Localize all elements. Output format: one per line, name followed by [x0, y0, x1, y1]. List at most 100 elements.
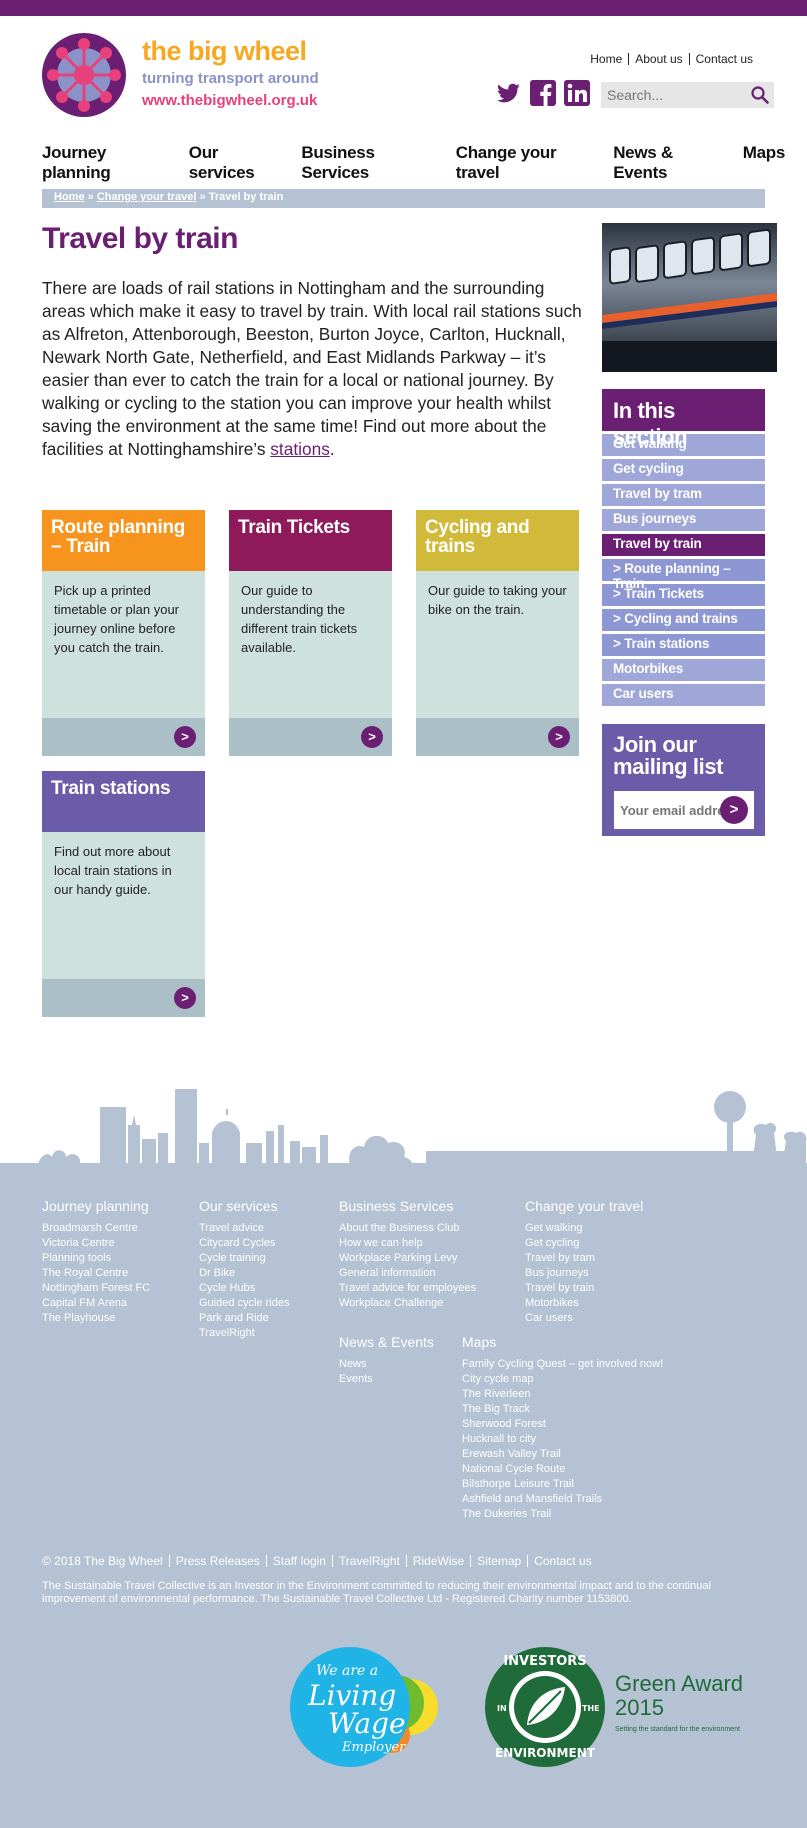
- footer-link[interactable]: News: [339, 1358, 367, 1370]
- footer-link[interactable]: Dr Bike: [199, 1267, 236, 1279]
- footer-link[interactable]: Car users: [525, 1312, 573, 1324]
- footer-link[interactable]: Events: [339, 1373, 373, 1385]
- section-item-get-walking[interactable]: Get walking: [602, 434, 765, 456]
- section-item-travel-by-train[interactable]: Travel by train: [602, 534, 765, 556]
- footer-heading[interactable]: Maps: [462, 1334, 497, 1350]
- nav-our-services[interactable]: Our services: [188, 143, 255, 182]
- footer-link[interactable]: Hucknall to city: [462, 1433, 536, 1445]
- nav-change-your-travel[interactable]: Change your travel: [455, 143, 557, 182]
- investors-in-environment-logo[interactable]: INVESTORS IN THE ENVIRONMENT Green Award…: [485, 1645, 750, 1770]
- footer-link[interactable]: Travel advice: [199, 1222, 265, 1234]
- search-icon[interactable]: [750, 85, 770, 105]
- footer-link[interactable]: The Riverleen: [462, 1388, 531, 1400]
- arrow-right-icon[interactable]: >: [174, 987, 196, 1009]
- footer-link[interactable]: The Dukeries Trail: [462, 1508, 552, 1520]
- section-item-car-users[interactable]: Car users: [602, 684, 765, 706]
- footer-link[interactable]: Travel by tram: [525, 1252, 595, 1264]
- section-item-train-tickets[interactable]: > Train Tickets: [602, 584, 765, 606]
- footer-link[interactable]: Guided cycle rides: [199, 1297, 290, 1309]
- util-contact-link[interactable]: Contact us: [688, 53, 759, 65]
- footer-heading[interactable]: Change your travel: [525, 1198, 644, 1214]
- footer-link[interactable]: Family Cycling Quest – get involved now!: [462, 1358, 664, 1370]
- contact-us-link[interactable]: Contact us: [527, 1555, 597, 1567]
- footer-link[interactable]: The Big Track: [462, 1403, 530, 1415]
- section-item-travel-by-tram[interactable]: Travel by tram: [602, 484, 765, 506]
- card-route-planning[interactable]: Route planning – Train Pick up a printed…: [42, 510, 205, 756]
- brand-name[interactable]: the big wheel: [142, 36, 307, 66]
- staff-login-link[interactable]: Staff login: [265, 1555, 332, 1567]
- card-title[interactable]: Cycling and trains: [416, 510, 579, 571]
- footer-heading[interactable]: Our services: [199, 1198, 278, 1214]
- footer-link[interactable]: Get walking: [525, 1222, 583, 1234]
- sitemap-link[interactable]: Sitemap: [470, 1555, 527, 1567]
- footer-link[interactable]: Workplace Parking Levy: [339, 1252, 458, 1264]
- footer-link[interactable]: Park and Ride: [199, 1312, 269, 1324]
- footer-link[interactable]: Travel by train: [525, 1282, 595, 1294]
- card-title[interactable]: Train stations: [42, 771, 205, 832]
- util-home-link[interactable]: Home: [590, 52, 623, 66]
- living-wage-logo[interactable]: We are a Living Wage Employer: [290, 1645, 450, 1770]
- iie-award: Green Award: [615, 1671, 743, 1696]
- util-about-link[interactable]: About us: [628, 53, 688, 65]
- section-item-route-planning[interactable]: > Route planning – Train: [602, 559, 765, 591]
- footer-link[interactable]: Broadmarsh Centre: [42, 1222, 138, 1234]
- ridewise-link[interactable]: RideWise: [405, 1555, 470, 1567]
- travelright-link[interactable]: TravelRight: [331, 1555, 406, 1567]
- nav-journey-planning[interactable]: Journey planning: [42, 143, 111, 182]
- footer-link[interactable]: Bilsthorpe Leisure Trail: [462, 1478, 574, 1490]
- nav-business-services[interactable]: Business Services: [301, 143, 375, 182]
- card-title[interactable]: Route planning – Train: [42, 510, 205, 571]
- breadcrumb-parent[interactable]: Change your travel: [96, 191, 197, 203]
- arrow-right-icon[interactable]: >: [174, 726, 196, 748]
- footer-link[interactable]: Planning tools: [42, 1252, 112, 1264]
- search-input[interactable]: [601, 82, 774, 108]
- footer-link[interactable]: Travel advice for employees: [339, 1282, 477, 1294]
- footer-link[interactable]: How we can help: [339, 1237, 423, 1249]
- section-item-bus-journeys[interactable]: Bus journeys: [602, 509, 765, 531]
- footer-link[interactable]: The Royal Centre: [42, 1267, 129, 1279]
- footer-link[interactable]: Cycle Hubs: [199, 1282, 256, 1294]
- section-item-train-stations[interactable]: > Train stations: [602, 634, 765, 656]
- card-train-stations[interactable]: Train stations Find out more about local…: [42, 771, 205, 1017]
- breadcrumb-home[interactable]: Home: [54, 191, 85, 203]
- footer-link[interactable]: National Cycle Route: [462, 1463, 566, 1475]
- card-cycling-trains[interactable]: Cycling and trains Our guide to taking y…: [416, 510, 579, 756]
- arrow-right-icon[interactable]: >: [548, 726, 570, 748]
- twitter-icon[interactable]: [496, 80, 522, 106]
- section-item-cycling-trains[interactable]: > Cycling and trains: [602, 609, 765, 631]
- press-releases-link[interactable]: Press Releases: [168, 1555, 266, 1567]
- footer-link[interactable]: Nottingham Forest FC: [42, 1282, 151, 1294]
- footer-link[interactable]: Citycard Cycles: [199, 1237, 276, 1249]
- nav-news-events[interactable]: News & Events: [613, 143, 673, 182]
- card-title[interactable]: Train Tickets: [229, 510, 392, 571]
- footer-heading[interactable]: News & Events: [339, 1334, 434, 1350]
- footer-link[interactable]: Erewash Valley Trail: [462, 1448, 561, 1460]
- footer-link[interactable]: Motorbikes: [525, 1297, 579, 1309]
- footer-link[interactable]: About the Business Club: [339, 1222, 460, 1234]
- stations-link[interactable]: stations: [270, 439, 330, 459]
- footer-link[interactable]: Sherwood Forest: [462, 1418, 546, 1430]
- footer-link[interactable]: Capital FM Arena: [42, 1297, 127, 1309]
- brand-url[interactable]: www.thebigwheel.org.uk: [142, 92, 318, 109]
- footer-link[interactable]: TravelRight: [199, 1327, 255, 1339]
- nav-maps[interactable]: Maps: [742, 143, 786, 162]
- footer-heading[interactable]: Journey planning: [42, 1198, 149, 1214]
- facebook-icon[interactable]: [530, 80, 556, 106]
- footer-heading[interactable]: Business Services: [339, 1198, 454, 1214]
- section-item-motorbikes[interactable]: Motorbikes: [602, 659, 765, 681]
- footer-link[interactable]: General information: [339, 1267, 436, 1279]
- card-train-tickets[interactable]: Train Tickets Our guide to understanding…: [229, 510, 392, 756]
- footer-link[interactable]: City cycle map: [462, 1373, 534, 1385]
- subscribe-button[interactable]: >: [720, 796, 748, 824]
- footer-link[interactable]: Get cycling: [525, 1237, 580, 1249]
- arrow-right-icon[interactable]: >: [361, 726, 383, 748]
- section-item-get-cycling[interactable]: Get cycling: [602, 459, 765, 481]
- footer-link[interactable]: Bus journeys: [525, 1267, 589, 1279]
- footer-link[interactable]: Cycle training: [199, 1252, 266, 1264]
- linkedin-icon[interactable]: [564, 80, 590, 106]
- footer-link[interactable]: Workplace Challenge: [339, 1297, 444, 1309]
- footer-link[interactable]: Ashfield and Mansfield Trails: [462, 1493, 603, 1505]
- footer-link[interactable]: The Playhouse: [42, 1312, 116, 1324]
- footer-link[interactable]: Victoria Centre: [42, 1237, 115, 1249]
- big-wheel-logo[interactable]: [42, 33, 126, 117]
